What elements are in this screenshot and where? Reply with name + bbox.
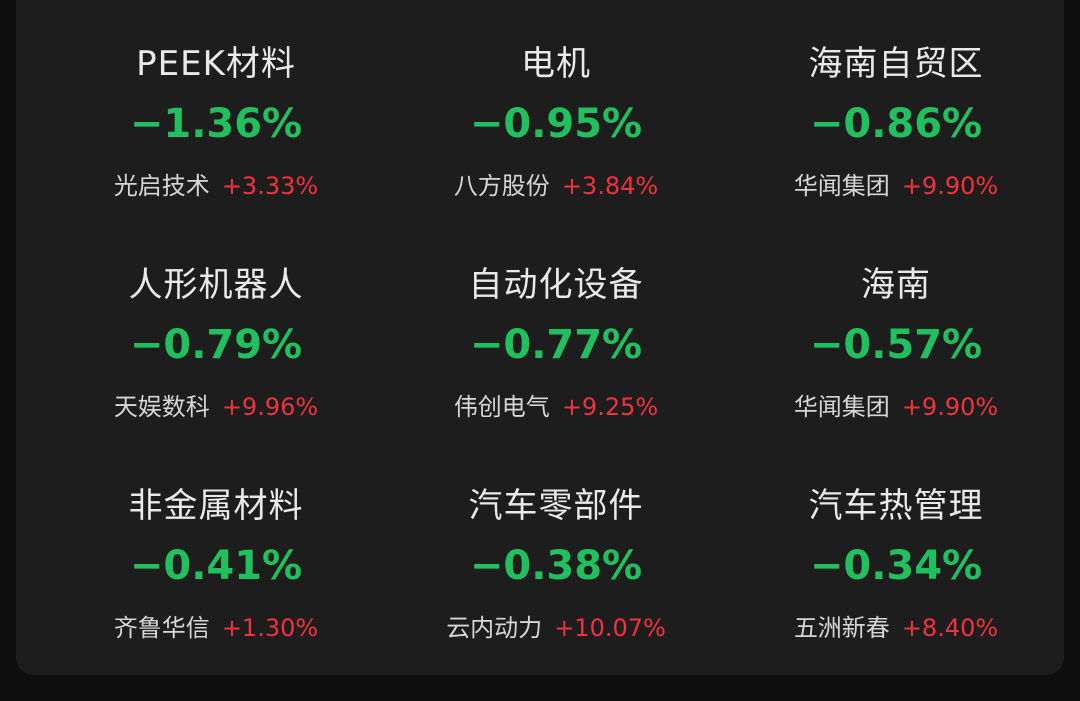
leading-stock-change: +9.90% <box>901 393 999 421</box>
leading-stock-name: 八方股份 <box>453 172 550 200</box>
sector-card[interactable]: 自动化设备 −0.77% 伟创电气 +9.25% <box>386 259 726 480</box>
leading-stock[interactable]: 天娱数科 +9.96% <box>114 385 318 429</box>
leading-stock-change: +9.90% <box>901 172 999 200</box>
leading-stock[interactable]: 云内动力 +10.07% <box>446 606 666 650</box>
leading-stock-name: 光启技术 <box>113 172 210 200</box>
sector-card[interactable]: 电机 −0.95% 八方股份 +3.84% <box>386 38 726 259</box>
sector-change: −0.95% <box>469 101 643 147</box>
leading-stock-name: 华闻集团 <box>793 393 890 421</box>
sector-change: −1.36% <box>129 101 303 147</box>
leading-stock-change: +9.96% <box>221 393 319 421</box>
leading-stock[interactable]: 伟创电气 +9.25% <box>454 385 658 429</box>
sector-name: 汽车零部件 <box>468 486 644 526</box>
leading-stock-change: +9.25% <box>561 393 659 421</box>
leading-stock-name: 天娱数科 <box>113 393 210 421</box>
leading-stock[interactable]: 齐鲁华信 +1.30% <box>114 606 318 650</box>
sector-grid: PEEK材料 −1.36% 光启技术 +3.33% 电机 −0.95% 八方股份… <box>46 38 1066 701</box>
sector-card[interactable]: 海南自贸区 −0.86% 华闻集团 +9.90% <box>726 38 1066 259</box>
sector-name: 海南自贸区 <box>808 44 984 84</box>
leading-stock[interactable]: 光启技术 +3.33% <box>114 164 318 208</box>
sector-name: 汽车热管理 <box>808 486 984 526</box>
sector-name: PEEK材料 <box>136 44 296 84</box>
sector-panel: PEEK材料 −1.36% 光启技术 +3.33% 电机 −0.95% 八方股份… <box>16 0 1064 675</box>
sector-card[interactable]: 人形机器人 −0.79% 天娱数科 +9.96% <box>46 259 386 480</box>
leading-stock[interactable]: 八方股份 +3.84% <box>454 164 658 208</box>
leading-stock[interactable]: 华闻集团 +9.90% <box>794 164 998 208</box>
leading-stock[interactable]: 五洲新春 +8.40% <box>794 606 998 650</box>
leading-stock-change: +8.40% <box>901 614 999 642</box>
sector-card[interactable]: 汽车热管理 −0.34% 五洲新春 +8.40% <box>726 480 1066 701</box>
leading-stock-change: +1.30% <box>221 614 319 642</box>
sector-change: −0.34% <box>809 543 983 589</box>
sector-name: 人形机器人 <box>128 265 304 305</box>
sector-name: 电机 <box>521 44 591 84</box>
leading-stock[interactable]: 华闻集团 +9.90% <box>794 385 998 429</box>
sector-name: 自动化设备 <box>468 265 644 305</box>
leading-stock-name: 云内动力 <box>446 614 543 642</box>
sector-name: 海南 <box>861 265 931 305</box>
leading-stock-name: 齐鲁华信 <box>113 614 210 642</box>
sector-change: −0.38% <box>469 543 643 589</box>
leading-stock-change: +10.07% <box>554 614 666 642</box>
sector-card[interactable]: 海南 −0.57% 华闻集团 +9.90% <box>726 259 1066 480</box>
leading-stock-name: 华闻集团 <box>793 172 890 200</box>
leading-stock-name: 伟创电气 <box>453 393 550 421</box>
sector-change: −0.79% <box>129 322 303 368</box>
sector-card[interactable]: 非金属材料 −0.41% 齐鲁华信 +1.30% <box>46 480 386 701</box>
leading-stock-change: +3.84% <box>561 172 659 200</box>
sector-change: −0.41% <box>129 543 303 589</box>
sector-change: −0.57% <box>809 322 983 368</box>
leading-stock-change: +3.33% <box>221 172 319 200</box>
sector-card[interactable]: 汽车零部件 −0.38% 云内动力 +10.07% <box>386 480 726 701</box>
sector-card[interactable]: PEEK材料 −1.36% 光启技术 +3.33% <box>46 38 386 259</box>
leading-stock-name: 五洲新春 <box>793 614 890 642</box>
sector-name: 非金属材料 <box>128 486 304 526</box>
sector-change: −0.86% <box>809 101 983 147</box>
sector-change: −0.77% <box>469 322 643 368</box>
